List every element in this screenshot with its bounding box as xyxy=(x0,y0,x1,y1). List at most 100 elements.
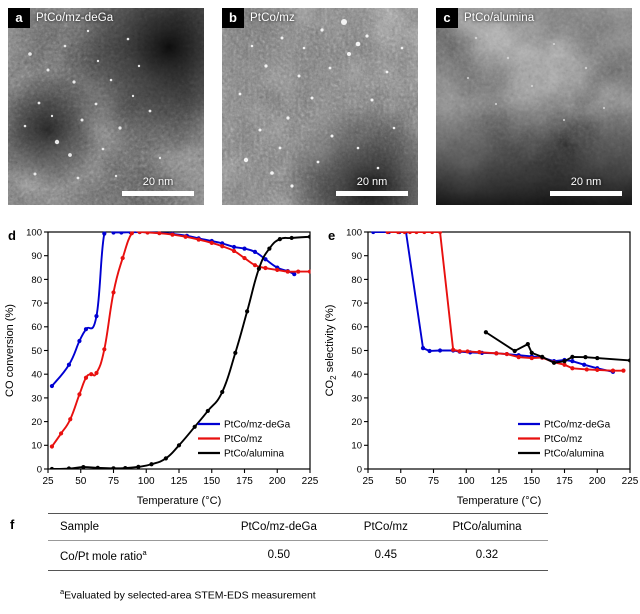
data-point xyxy=(66,362,72,367)
footnote-text: Evaluated by selected-area STEM-EDS meas… xyxy=(64,589,316,602)
x-tick-label: 175 xyxy=(236,476,253,487)
x-tick-label: 225 xyxy=(302,476,319,487)
data-point xyxy=(465,349,470,354)
table-header-alumina: PtCo/alumina xyxy=(452,521,522,533)
plot-frame xyxy=(47,231,311,470)
data-point xyxy=(627,358,631,363)
x-tick-label: 125 xyxy=(171,476,188,487)
scalebar-line-b xyxy=(336,191,408,196)
plot-row: d 0 10 20 30 40 50 60 70 80 90 100 25 50 75 100 125 150 1… xyxy=(0,222,640,507)
y-tick-label: 80 xyxy=(31,275,42,286)
x-tick-label: 200 xyxy=(589,476,606,487)
data-point xyxy=(183,234,188,239)
y-tick-label: 70 xyxy=(31,299,42,310)
data-point xyxy=(170,232,175,237)
stem-image-a xyxy=(8,8,204,205)
x-tick-label: 100 xyxy=(458,476,475,487)
data-point xyxy=(176,443,182,448)
table-header-mz: PtCo/mz xyxy=(363,521,408,533)
data-point xyxy=(457,349,462,354)
data-point xyxy=(427,348,432,354)
data-point xyxy=(267,246,272,251)
table-head: Sample PtCo/mz-deGa PtCo/mz PtCo/alumina xyxy=(48,513,548,541)
series-line xyxy=(484,331,631,364)
panel-tag-b: b xyxy=(222,8,244,28)
y-tick-label: 90 xyxy=(351,251,362,262)
legend-label: PtCo/mz-deGa xyxy=(544,420,611,431)
data-point xyxy=(562,359,567,364)
x-tick-label: 175 xyxy=(556,476,573,487)
data-point xyxy=(483,330,488,335)
x-axis-label: Temperature (°C) xyxy=(137,495,221,507)
co-conversion-chart: 0 10 20 30 40 50 60 70 80 90 100 25 50 75 100 125 150 175… xyxy=(4,227,319,507)
data-point xyxy=(275,267,280,273)
chart-panel-d: d 0 10 20 30 40 50 60 70 80 90 100 25 50 75 100 125 150 1… xyxy=(0,222,320,507)
data-point xyxy=(570,354,575,359)
x-tick-label: 50 xyxy=(395,476,407,487)
scalebar-label-a: 20 nm xyxy=(142,176,174,188)
y-tick-label: 20 xyxy=(351,417,362,428)
micrograph-panel-b: b PtCo/mz 20 nm xyxy=(222,8,418,205)
row-label-mole-ratio: Co/Pt mole ratioa xyxy=(48,541,212,571)
data-point xyxy=(582,362,587,367)
data-point xyxy=(402,231,407,235)
series-line xyxy=(50,231,296,387)
data-point xyxy=(570,366,575,371)
stem-image-c xyxy=(436,8,632,205)
x-tick-label: 150 xyxy=(203,476,220,487)
data-point xyxy=(220,389,225,395)
x-axis-label: Temperature (°C) xyxy=(457,495,541,507)
data-point xyxy=(129,231,134,236)
legend-label: PtCo/alumina xyxy=(544,449,604,460)
data-point xyxy=(277,237,282,242)
series-group xyxy=(371,231,631,374)
data-point xyxy=(157,231,162,236)
data-point xyxy=(68,417,73,422)
data-point xyxy=(111,231,116,235)
data-point xyxy=(220,244,225,249)
panel-tag-e: e xyxy=(328,228,336,243)
data-point xyxy=(263,257,268,262)
data-point xyxy=(525,342,530,347)
data-point xyxy=(136,464,141,469)
data-point xyxy=(49,466,55,470)
data-point xyxy=(145,231,150,235)
y-tick-label: 70 xyxy=(351,299,362,310)
y-tick-label: 30 xyxy=(351,393,362,404)
table-header-row: Sample PtCo/mz-deGa PtCo/mz PtCo/alumina xyxy=(48,513,548,541)
series-line xyxy=(50,235,311,470)
table-footnote: aEvaluated by selected-area STEM-EDS mea… xyxy=(60,587,316,602)
data-point xyxy=(540,354,545,359)
y-tick-label: 100 xyxy=(346,227,362,238)
data-point xyxy=(163,456,168,461)
scalebar-line-c xyxy=(550,191,622,196)
chart-legend: PtCo/mz-deGa PtCo/mz PtCo/alumina xyxy=(518,420,611,460)
data-point xyxy=(149,462,154,467)
x-tick-label: 125 xyxy=(491,476,508,487)
data-point xyxy=(102,347,107,352)
data-point xyxy=(111,290,116,295)
data-point xyxy=(437,231,443,235)
data-point xyxy=(111,466,116,470)
data-point xyxy=(570,359,575,364)
y-tick-label: 60 xyxy=(351,322,362,333)
data-point xyxy=(66,466,72,470)
chart-legend: PtCo/mz-deGa PtCo/mz PtCo/alumina xyxy=(198,420,291,460)
micrograph-panel-c: c PtCo/alumina 20 nm xyxy=(436,8,632,205)
series-line xyxy=(372,231,614,373)
table-header-sample: Sample xyxy=(60,521,99,533)
x-tick-label: 25 xyxy=(362,476,374,487)
data-point xyxy=(529,350,534,355)
y-tick-label: 10 xyxy=(351,441,362,452)
micrograph-row: a PtCo/mz-deGa 20 nm xyxy=(0,0,640,212)
data-point xyxy=(245,309,250,314)
data-point xyxy=(94,314,99,319)
data-point xyxy=(120,255,125,261)
data-point xyxy=(83,375,89,380)
x-tick-label: 50 xyxy=(75,476,87,487)
data-point xyxy=(242,255,247,261)
data-point xyxy=(307,269,311,274)
legend-label: PtCo/alumina xyxy=(224,449,284,460)
data-point xyxy=(231,248,237,254)
y-tick-label: 50 xyxy=(31,346,42,357)
